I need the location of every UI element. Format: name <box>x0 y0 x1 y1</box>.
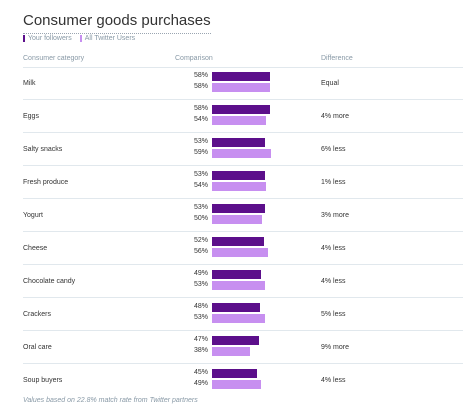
row-followers-bar <box>212 369 257 378</box>
row-followers-bar <box>212 171 265 180</box>
row-followers-pct: 48% <box>193 303 208 310</box>
row-followers-pct: 52% <box>193 237 208 244</box>
row-all-users-bar <box>212 215 262 224</box>
column-header-category: Consumer category <box>23 55 85 62</box>
page-title: Consumer goods purchases <box>23 12 211 34</box>
row-followers-pct: 58% <box>193 72 208 79</box>
table-row: Oral care 47% 38% 9% more <box>23 331 463 364</box>
table-row: Fresh produce 53% 54% 1% less <box>23 166 463 199</box>
table-header: Consumer category Comparison Difference <box>23 55 463 68</box>
row-difference: Equal <box>321 80 339 87</box>
row-all-users-bar <box>212 149 271 158</box>
row-followers-bar <box>212 72 270 81</box>
table-row: Yogurt 53% 50% 3% more <box>23 199 463 232</box>
row-followers-bar <box>212 237 264 246</box>
row-difference: 4% less <box>321 278 346 285</box>
row-followers-bar <box>212 138 265 147</box>
row-difference: 9% more <box>321 344 350 351</box>
row-all-users-pct: 54% <box>193 182 208 189</box>
row-category: Cheese <box>23 245 48 252</box>
table-row: Chocolate candy 49% 53% 4% less <box>23 265 463 298</box>
row-difference: 4% less <box>321 245 346 252</box>
row-difference: 4% less <box>321 377 346 384</box>
table-row: Eggs 58% 54% 4% more <box>23 100 463 133</box>
row-category: Eggs <box>23 113 39 120</box>
row-all-users-bar <box>212 314 265 323</box>
legend-label-all-users: All Twitter Users <box>84 35 136 42</box>
followers-swatch <box>23 35 25 42</box>
row-followers-pct: 53% <box>193 171 208 178</box>
row-category: Milk <box>23 80 36 87</box>
row-difference: 4% more <box>321 113 350 120</box>
row-category: Yogurt <box>23 212 43 219</box>
row-difference: 6% less <box>321 146 346 153</box>
column-header-comparison: Comparison <box>175 55 213 62</box>
table-row: Soup buyers 45% 49% 4% less <box>23 364 463 397</box>
row-all-users-pct: 54% <box>193 116 208 123</box>
row-all-users-bar <box>212 83 270 92</box>
row-followers-pct: 53% <box>193 204 208 211</box>
row-category: Chocolate candy <box>23 278 76 285</box>
row-all-users-bar <box>212 248 268 257</box>
row-followers-pct: 58% <box>193 105 208 112</box>
row-difference: 3% more <box>321 212 350 219</box>
table-body: Milk 58% 58% Equal Eggs 58% 54% 4% more Salty sn… <box>23 67 463 397</box>
row-all-users-bar <box>212 116 266 125</box>
row-all-users-pct: 38% <box>193 347 208 354</box>
row-followers-pct: 45% <box>193 369 208 376</box>
row-all-users-pct: 58% <box>193 83 208 90</box>
row-followers-bar <box>212 105 270 114</box>
row-followers-pct: 47% <box>193 336 208 343</box>
row-all-users-pct: 56% <box>193 248 208 255</box>
row-category: Oral care <box>23 344 52 351</box>
row-category: Salty snacks <box>23 146 63 153</box>
row-category: Soup buyers <box>23 377 63 384</box>
row-all-users-pct: 59% <box>193 149 208 156</box>
column-header-difference: Difference <box>321 55 353 62</box>
row-followers-bar <box>212 270 261 279</box>
legend: Your followers All Twitter Users <box>23 35 135 42</box>
footer-note: Values based on 22.8% match rate from Tw… <box>23 397 198 404</box>
legend-label-followers: Your followers <box>28 35 72 42</box>
table-row: Cheese 52% 56% 4% less <box>23 232 463 265</box>
row-category: Crackers <box>23 311 52 318</box>
row-all-users-bar <box>212 347 250 356</box>
row-followers-bar <box>212 303 260 312</box>
row-all-users-bar <box>212 281 265 290</box>
legend-item-all-users[interactable]: All Twitter Users <box>79 35 136 42</box>
row-category: Fresh produce <box>23 179 69 186</box>
row-followers-pct: 53% <box>193 138 208 145</box>
table-row: Crackers 48% 53% 5% less <box>23 298 463 331</box>
row-difference: 5% less <box>321 311 346 318</box>
row-followers-bar <box>212 336 259 345</box>
table-row: Salty snacks 53% 59% 6% less <box>23 133 463 166</box>
legend-item-followers[interactable]: Your followers <box>23 35 72 42</box>
row-all-users-pct: 49% <box>193 380 208 387</box>
row-followers-bar <box>212 204 265 213</box>
row-difference: 1% less <box>321 179 346 186</box>
row-followers-pct: 49% <box>193 270 208 277</box>
row-all-users-bar <box>212 182 266 191</box>
row-all-users-pct: 50% <box>193 215 208 222</box>
table-row: Milk 58% 58% Equal <box>23 67 463 100</box>
row-all-users-pct: 53% <box>193 314 208 321</box>
row-all-users-pct: 53% <box>193 281 208 288</box>
all-users-swatch <box>79 35 82 42</box>
row-all-users-bar <box>212 380 261 389</box>
